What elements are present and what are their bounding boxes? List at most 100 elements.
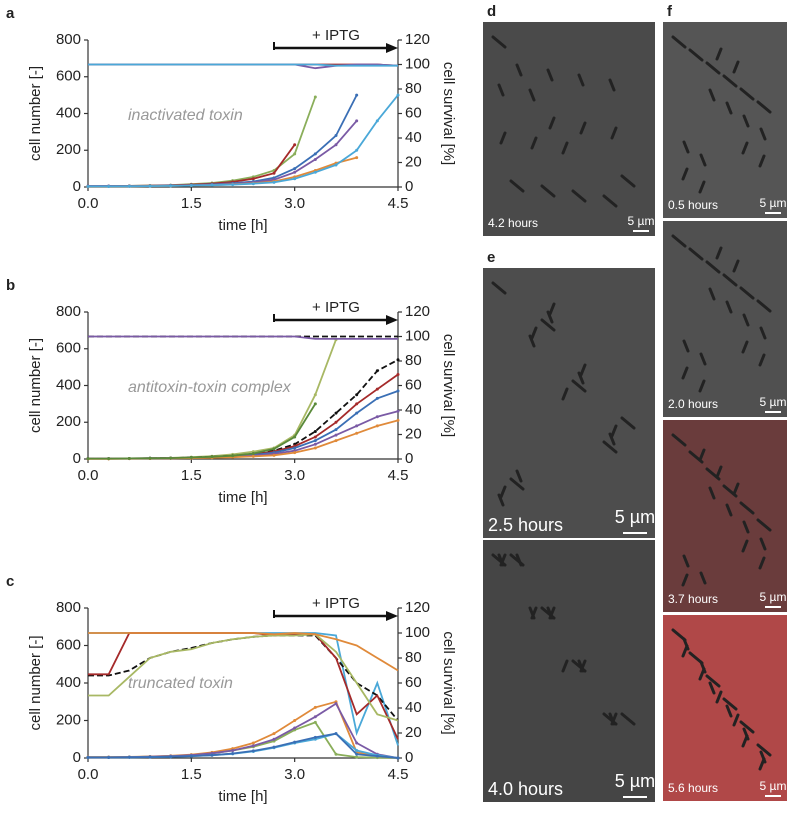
point <box>396 418 400 422</box>
point <box>251 749 255 753</box>
cell-rod <box>715 465 723 479</box>
y2-axis-label: cell survival [%] <box>440 62 457 165</box>
point <box>293 446 297 450</box>
cell-rod <box>561 659 569 673</box>
cell-rod <box>742 727 750 741</box>
arrow-head <box>386 315 398 325</box>
cell-rod <box>699 660 707 674</box>
cell-rod <box>602 194 618 208</box>
arrow-head <box>386 43 398 53</box>
series-line <box>88 339 337 460</box>
point <box>231 183 235 187</box>
cell-rod <box>681 167 689 181</box>
cell-rod <box>758 353 766 367</box>
cell-rod <box>708 486 716 500</box>
point <box>355 148 359 152</box>
y-tick-label: 800 <box>56 303 81 320</box>
cell-rod <box>725 101 733 115</box>
cell-rod <box>682 140 690 154</box>
micrograph <box>483 268 655 538</box>
y2-tick-label: 60 <box>405 376 422 393</box>
y2-tick-label: 120 <box>405 303 430 320</box>
x-tick-label: 4.5 <box>388 195 409 212</box>
point <box>375 369 379 373</box>
cell-rod <box>742 313 750 327</box>
point <box>355 411 359 415</box>
point <box>396 93 400 97</box>
point <box>272 447 276 451</box>
y-axis-label: cell number [-] <box>27 66 44 161</box>
panel-letter: b <box>6 277 15 294</box>
cell-rod <box>515 469 523 483</box>
y2-tick-label: 0 <box>405 178 413 195</box>
cell-rod <box>725 704 733 718</box>
point <box>148 456 152 460</box>
panel-letter: e <box>487 249 495 266</box>
point <box>355 741 359 745</box>
point <box>210 183 214 187</box>
time-label: 5.6 hours <box>668 781 718 795</box>
cell-rod <box>499 553 507 567</box>
cell-rod <box>571 379 587 393</box>
series-line <box>88 390 399 460</box>
point <box>272 737 276 741</box>
time-label: 4.2 hours <box>488 216 538 230</box>
cell-rod <box>491 281 507 295</box>
point <box>293 740 297 744</box>
point <box>272 453 276 457</box>
y-tick-label: 200 <box>56 711 81 728</box>
cell-rod <box>739 286 755 300</box>
point <box>251 744 255 748</box>
point <box>251 741 255 745</box>
cell-rod <box>756 100 772 114</box>
point <box>293 167 297 171</box>
point <box>107 184 111 188</box>
point <box>396 358 400 362</box>
cell-rod <box>741 539 749 553</box>
point <box>355 752 359 756</box>
cell-rod <box>759 127 767 141</box>
cell-rod <box>499 131 507 145</box>
point <box>231 752 235 755</box>
series-line <box>88 732 399 759</box>
y-tick-label: 0 <box>73 749 81 766</box>
cell-rod <box>620 174 636 188</box>
cell-rod <box>705 674 721 688</box>
y-tick-label: 400 <box>56 104 81 121</box>
cell-rod <box>577 73 585 87</box>
point <box>251 182 255 186</box>
point <box>334 439 338 443</box>
point <box>313 402 317 406</box>
y-axis-label: cell number [-] <box>27 635 44 730</box>
point <box>107 457 111 461</box>
y2-tick-label: 0 <box>405 450 413 467</box>
cell-rod <box>579 659 587 673</box>
point <box>334 732 338 736</box>
point <box>293 143 297 147</box>
cell-rod <box>715 690 723 704</box>
cell-rod <box>515 63 523 77</box>
y-tick-label: 200 <box>56 413 81 430</box>
cell-rod <box>499 485 507 499</box>
x-tick-label: 0.0 <box>78 195 99 212</box>
cell-rod <box>732 713 740 727</box>
point <box>272 745 276 749</box>
micrograph <box>663 221 787 417</box>
x-axis-label: time [h] <box>218 489 267 506</box>
point <box>231 454 235 458</box>
x-tick-label: 1.5 <box>181 766 202 783</box>
cell-rod <box>602 440 618 454</box>
point <box>375 387 379 391</box>
annotation-text: + IPTG <box>312 27 360 44</box>
point <box>334 428 338 432</box>
y-tick-label: 600 <box>56 636 81 653</box>
point <box>334 702 338 706</box>
y2-tick-label: 40 <box>405 699 422 716</box>
cell-rod <box>705 61 721 75</box>
scale-label: 5 µm <box>760 590 787 604</box>
cell-rod <box>610 424 618 438</box>
cell-rod <box>571 189 587 203</box>
cell-rod <box>741 340 749 354</box>
panel-letter: d <box>487 3 496 20</box>
cell-rod <box>715 47 723 61</box>
